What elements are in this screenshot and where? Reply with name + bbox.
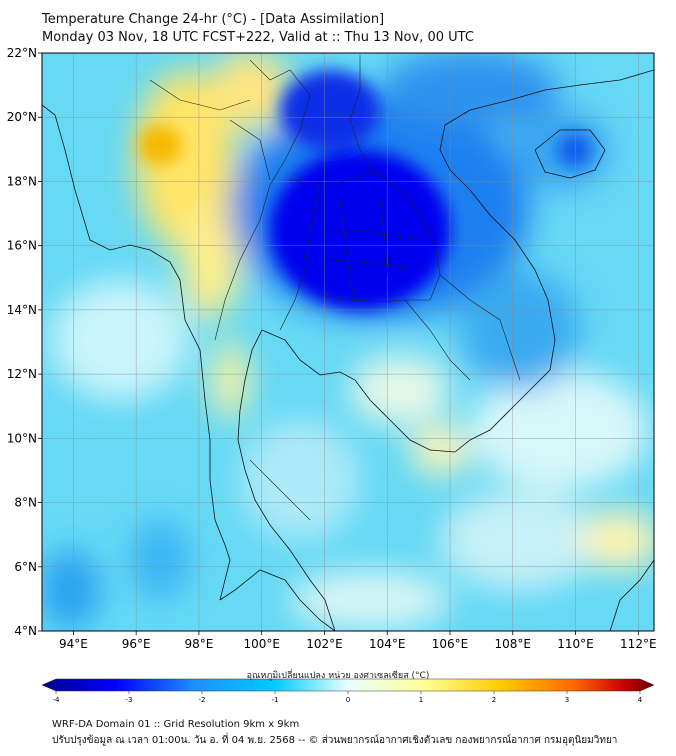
colorbar-tick-label: 0 bbox=[346, 696, 350, 704]
lat-label: 16°N bbox=[7, 239, 37, 253]
lon-label: 102°E bbox=[306, 637, 343, 651]
temperature-field bbox=[42, 53, 654, 631]
lon-label: 106°E bbox=[432, 637, 469, 651]
lon-label: 112°E bbox=[620, 637, 657, 651]
coastlines bbox=[42, 69, 654, 631]
latitude-axis: 22°N 20°N 18°N 16°N 14°N 12°N 10°N 8°N 6°N 4°N bbox=[7, 46, 42, 638]
lon-label: 100°E bbox=[243, 637, 280, 651]
map-frame bbox=[41, 52, 655, 632]
lon-label: 94°E bbox=[59, 637, 88, 651]
lat-label: 6°N bbox=[14, 560, 37, 574]
footer-line2: ปรับปรุงข้อมูล ณ เวลา 01:00น. วัน อ. ที่… bbox=[52, 735, 618, 746]
gridlines bbox=[42, 53, 654, 631]
colorbar-tick-label: 4 bbox=[638, 696, 643, 704]
lon-label: 110°E bbox=[557, 637, 594, 651]
longitude-axis: 94°E 96°E 98°E 100°E 102°E 104°E 106°E 108°E 110… bbox=[59, 631, 657, 651]
lat-label: 18°N bbox=[7, 174, 37, 188]
lat-label: 14°N bbox=[7, 303, 37, 317]
lat-label: 22°N bbox=[7, 46, 37, 60]
colorbar-tick-label: -4 bbox=[53, 696, 61, 704]
colorbar-tick-label: 1 bbox=[419, 696, 423, 704]
lon-label: 104°E bbox=[369, 637, 406, 651]
colorbar-tick-label: -3 bbox=[126, 696, 133, 704]
colorbar-tick-label: 2 bbox=[492, 696, 496, 704]
footer-line1: WRF-DA Domain 01 :: Grid Resolution 9km … bbox=[52, 719, 300, 730]
lat-label: 12°N bbox=[7, 367, 37, 381]
lat-label: 4°N bbox=[14, 624, 37, 638]
map-title: Temperature Change 24-hr (°C) - [Data As… bbox=[42, 12, 385, 27]
colorbar-title: อุณหภูมิเปลี่ยนแปลง หน่วย องศาเซลเซียส (… bbox=[246, 671, 430, 681]
lat-label: 20°N bbox=[7, 110, 37, 124]
colorbar-tick-label: -2 bbox=[199, 696, 206, 704]
lat-label: 8°N bbox=[14, 496, 37, 510]
lon-label: 96°E bbox=[122, 637, 151, 651]
colorbar-tick-label: -1 bbox=[272, 696, 279, 704]
admin-boundaries bbox=[149, 55, 521, 521]
lon-label: 98°E bbox=[184, 637, 213, 651]
colorbar-tick-label: 3 bbox=[565, 696, 569, 704]
lat-label: 10°N bbox=[7, 431, 37, 445]
colorbar: -4 -3 -2 -1 0 1 2 3 4 bbox=[41, 678, 655, 704]
map-subtitle: Monday 03 Nov, 18 UTC FCST+222, Valid at… bbox=[42, 30, 474, 45]
lon-label: 108°E bbox=[495, 637, 532, 651]
